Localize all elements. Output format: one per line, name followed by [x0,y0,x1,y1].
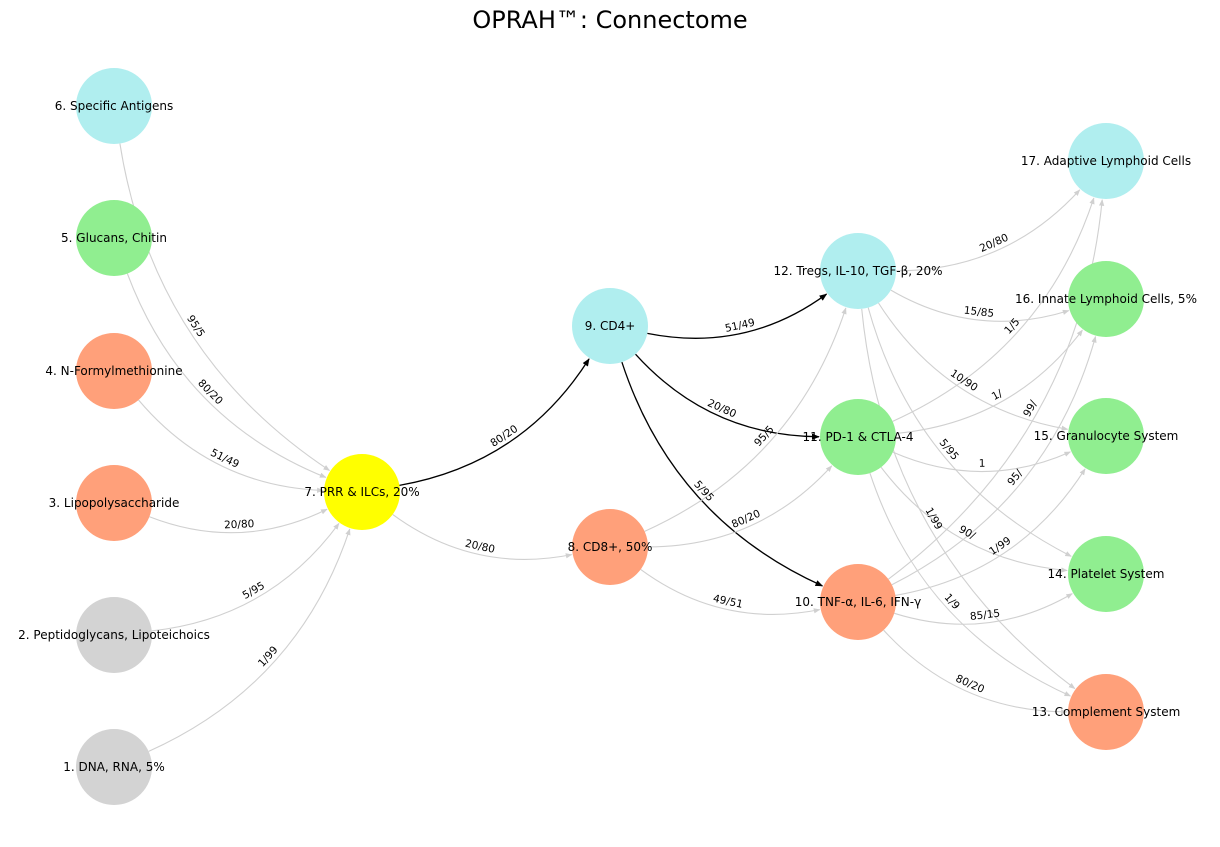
node-label-n3: 3. Lipopolysaccharide [49,496,180,510]
edge-n11-n13 [869,472,1072,697]
node-n9 [572,288,648,364]
node-n2 [76,597,152,673]
edge-label-n3-n7: 20/80 [224,518,255,531]
edge-n2-n7 [151,522,340,632]
node-n16 [1068,261,1144,337]
node-label-n13: 13. Complement System [1032,705,1181,719]
edge-n8-n10 [640,569,821,615]
node-label-n7: 7. PRR & ILCs, 20% [304,485,419,499]
edge-label-n11-n13: 1/9 [942,591,962,612]
edge-n11-n17 [892,197,1095,422]
edge-label-n12-n14: 5/95 [937,437,961,463]
node-n14 [1068,536,1144,612]
edge-label-n9-n12: 51/49 [724,317,756,335]
edge-n10-n14 [894,593,1073,625]
edge-n10-n15 [895,468,1086,596]
node-n13 [1068,674,1144,750]
node-n6 [76,68,152,144]
node-label-n6: 6. Specific Antigens [55,99,174,113]
node-label-n4: 4. N-Formylmethionine [45,364,182,378]
edge-n7-n8 [392,514,573,560]
edge-label-n7-n8: 20/80 [464,538,496,556]
node-n1 [76,729,152,805]
node-label-n2: 2. Peptidoglycans, Lipoteichoics [18,628,210,642]
node-label-n8: 8. CD8+, 50% [568,540,653,554]
edge-n8-n11 [647,465,833,548]
node-n11 [820,399,896,475]
nodes-layer: 1. DNA, RNA, 5% 2. Peptidoglycans, Lipote… [18,68,1197,805]
edge-n12-n17 [895,189,1081,272]
node-label-n14: 14. Platelet System [1048,567,1165,581]
edge-label-n10-n15: 1/99 [987,535,1013,558]
edge-n12-n14 [867,307,1072,557]
edge-n11-n15 [892,451,1071,473]
node-label-n10: 10. TNF-α, IL-6, IFN-γ [795,595,921,609]
node-label-n16: 16. Innate Lymphoid Cells, 5% [1015,292,1197,306]
edge-label-n11-n15: 1 [979,458,986,470]
edge-label-n10-n17: 99/ [1021,398,1040,419]
node-n17 [1068,123,1144,199]
node-label-n1: 1. DNA, RNA, 5% [63,760,165,774]
edge-label-n12-n16: 15/85 [963,305,994,320]
edges-layer [119,143,1105,752]
node-label-n11: 11. PD-1 & CTLA-4 [803,430,914,444]
edge-n8-n12 [644,307,847,532]
edge-n12-n15 [878,302,1069,431]
node-label-n9: 9. CD4+ [585,319,636,333]
edge-label-n8-n10: 49/51 [712,593,744,611]
edge-label-n12-n13: 1/99 [922,506,944,532]
node-n3 [76,465,152,541]
edge-n11-n16 [895,329,1083,435]
edge-n12-n16 [890,289,1070,322]
edge-label-n2-n7: 5/95 [241,580,267,602]
edge-n9-n12 [647,293,828,339]
edge-n11-n14 [880,466,1068,573]
node-label-n15: 15. Granulocyte System [1034,429,1179,443]
node-n15 [1068,398,1144,474]
edge-label-n11-n17: 1/5 [1002,316,1022,337]
edge-n10-n13 [883,629,1068,715]
diagram-title: OPRAH™: Connectome [472,6,748,34]
edge-label-n8-n12: 95/5 [752,423,777,449]
edge-label-n11-n14: 90/ [957,523,978,542]
edge-label-n10-n14: 85/15 [969,608,1000,623]
edge-n1-n7 [148,528,351,752]
edge-n6-n7 [119,143,331,471]
edge-n10-n16 [891,335,1097,586]
node-n4 [76,333,152,409]
node-label-n17: 17. Adaptive Lymphoid Cells [1021,154,1191,168]
edge-n12-n13 [861,308,1076,690]
node-label-n5: 5. Glucans, Chitin [61,231,167,245]
edge-n3-n7 [149,508,328,534]
edge-n7-n9 [399,358,590,487]
edge-n4-n7 [138,399,324,493]
edge-n10-n17 [888,199,1105,580]
node-n8 [572,509,648,585]
node-n12 [820,233,896,309]
edge-n9-n10 [621,361,824,587]
node-n5 [76,200,152,276]
node-n7 [324,454,400,530]
edge-n5-n7 [126,273,327,478]
edge-label-n6-n7: 95/5 [184,313,207,339]
node-n10 [820,564,896,640]
node-label-n12: 12. Tregs, IL-10, TGF-β, 20% [773,264,942,278]
edge-label-n9-n10: 5/95 [691,478,716,504]
edge-n9-n11 [635,353,820,440]
edge-label-n1-n7: 1/99 [256,644,281,670]
